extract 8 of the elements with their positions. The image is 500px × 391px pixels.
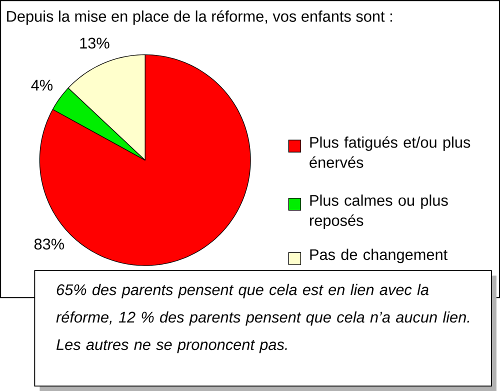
- legend-label: Plus calmes ou plus reposés: [310, 194, 448, 229]
- data-label: 83%: [34, 238, 64, 250]
- text: 65% des parents pensent que cela est en lien avec la réforme, 12 % des parents pensent que cela n’a aucun lien. Les autres ne se prononcent pas.: [56, 284, 470, 354]
- legend-label: Pas de changement: [310, 248, 448, 264]
- data-label: 13%: [80, 38, 110, 49]
- data-label: 4%: [31, 80, 53, 91]
- chart-title: Depuis la mise en place de la réforme, vos enfants sont :: [7, 10, 392, 25]
- legend-label: Plus fatigués et/ou plus énervés: [310, 136, 470, 168]
